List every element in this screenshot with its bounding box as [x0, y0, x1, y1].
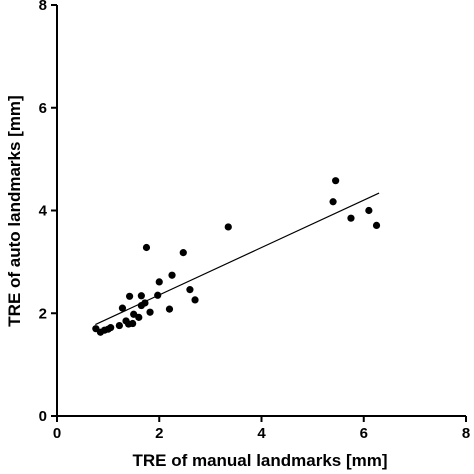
data-point: [135, 313, 143, 321]
y-tick-label: 6: [39, 100, 47, 117]
y-tick-label: 2: [39, 305, 47, 322]
y-axis-ticks: 0 2 4 6 8: [39, 0, 57, 425]
data-point: [118, 304, 127, 312]
y-tick-label: 8: [39, 0, 47, 14]
x-tick-label: 0: [53, 425, 61, 442]
x-tick-label: 4: [257, 425, 266, 442]
data-point: [142, 243, 151, 252]
x-tick-label: 2: [155, 425, 163, 442]
data-point: [115, 321, 123, 330]
data-point: [146, 308, 154, 316]
y-tick-label: 0: [39, 408, 47, 425]
x-axis-title: TRE of manual landmarks [mm]: [132, 451, 387, 470]
data-point: [129, 319, 137, 328]
data-point: [329, 198, 337, 206]
x-tick-label: 8: [462, 425, 470, 442]
data-point: [168, 271, 176, 279]
data-point: [365, 206, 373, 215]
data-point: [186, 286, 194, 294]
data-point: [125, 292, 134, 300]
data-point: [107, 324, 115, 332]
data-point: [332, 177, 340, 185]
regression-line-layer: [95, 192, 380, 326]
x-tick-label: 6: [360, 425, 368, 442]
data-point: [372, 221, 381, 229]
data-point: [191, 296, 199, 304]
y-axis-title: TRE of auto landmarks [mm]: [5, 95, 24, 326]
data-point: [179, 249, 187, 257]
y-tick-label: 4: [39, 203, 48, 220]
x-axis-ticks: 0 2 4 6 8: [53, 416, 470, 442]
data-point: [155, 278, 163, 286]
regression-line: [95, 192, 380, 326]
data-point: [165, 305, 174, 313]
data-points: [92, 177, 381, 336]
data-point: [137, 292, 145, 300]
data-point: [224, 223, 232, 231]
data-point: [347, 214, 355, 222]
